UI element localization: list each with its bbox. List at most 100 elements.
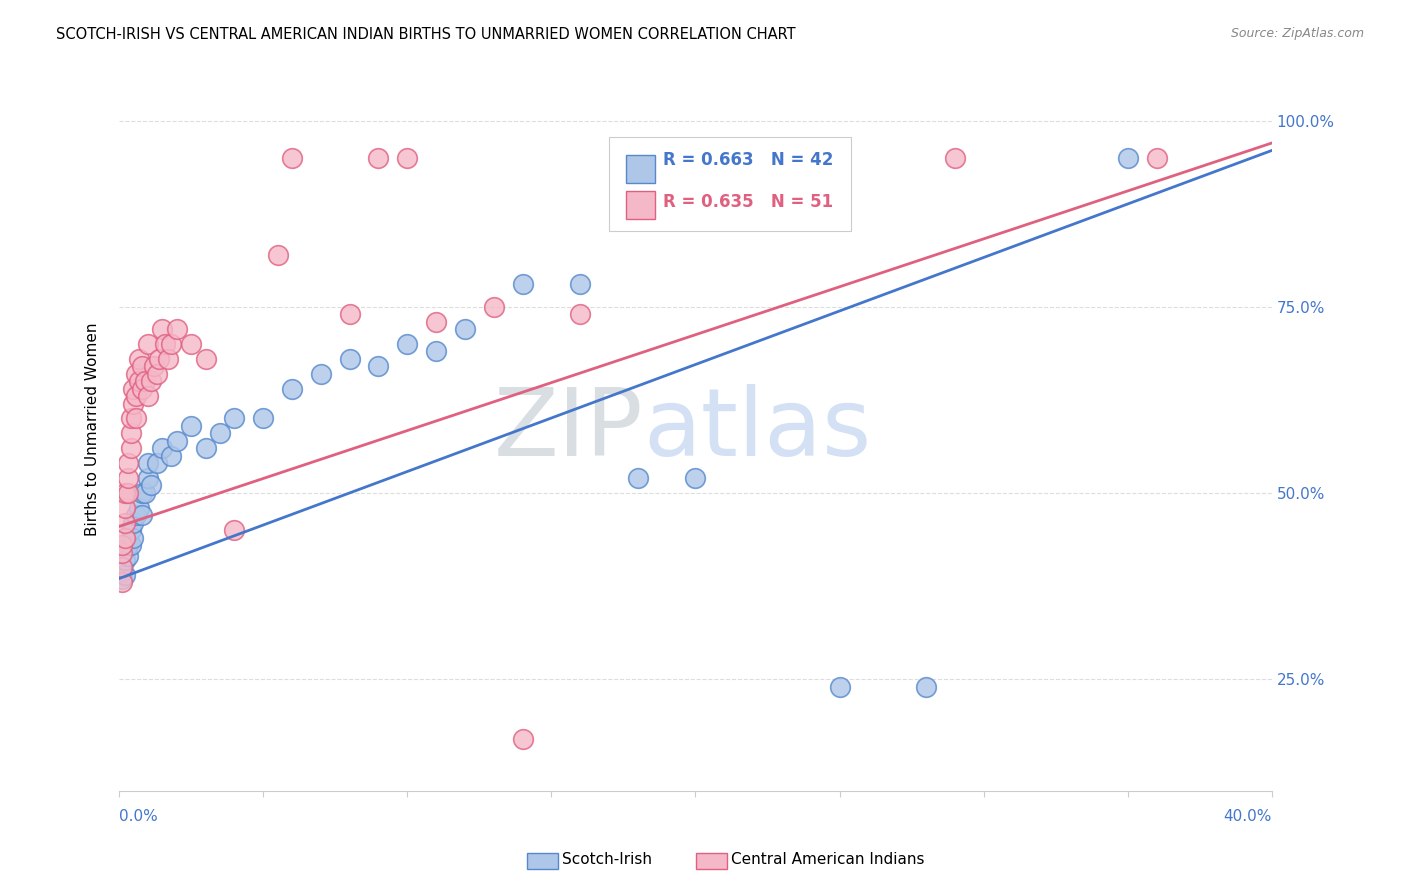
Point bbox=[512, 731, 534, 746]
Point bbox=[114, 567, 136, 582]
Point bbox=[125, 411, 148, 425]
Point bbox=[160, 449, 183, 463]
Point bbox=[111, 564, 134, 578]
Point bbox=[117, 471, 139, 485]
Point bbox=[281, 151, 304, 165]
Point bbox=[136, 456, 159, 470]
Point bbox=[139, 374, 162, 388]
Point bbox=[136, 471, 159, 485]
Point bbox=[166, 322, 188, 336]
Point bbox=[136, 389, 159, 403]
Point bbox=[224, 411, 246, 425]
Point bbox=[425, 315, 447, 329]
Point bbox=[1116, 151, 1139, 165]
Point bbox=[128, 500, 150, 515]
Point bbox=[655, 151, 678, 165]
Point bbox=[111, 575, 134, 590]
Point bbox=[114, 500, 136, 515]
Point bbox=[114, 553, 136, 567]
Point bbox=[139, 478, 162, 492]
Point bbox=[145, 367, 167, 381]
Point bbox=[120, 411, 142, 425]
Point bbox=[128, 374, 150, 388]
Text: 40.0%: 40.0% bbox=[1223, 809, 1272, 824]
Point bbox=[627, 471, 650, 485]
Point bbox=[125, 389, 148, 403]
Point bbox=[114, 516, 136, 530]
Point bbox=[131, 382, 153, 396]
Text: 0.0%: 0.0% bbox=[120, 809, 157, 824]
Point bbox=[166, 434, 188, 448]
Point bbox=[153, 337, 176, 351]
Point bbox=[148, 351, 170, 366]
Point bbox=[134, 374, 156, 388]
Point bbox=[136, 337, 159, 351]
Point bbox=[569, 277, 592, 292]
Point bbox=[828, 680, 851, 694]
Point bbox=[396, 337, 419, 351]
Point bbox=[120, 523, 142, 537]
Bar bbox=[626, 191, 655, 219]
Point bbox=[128, 351, 150, 366]
Point bbox=[194, 442, 217, 456]
Point bbox=[915, 680, 938, 694]
Point bbox=[111, 560, 134, 574]
Point bbox=[309, 367, 332, 381]
Point bbox=[208, 426, 231, 441]
Point bbox=[117, 538, 139, 552]
Point bbox=[339, 351, 361, 366]
Point bbox=[125, 367, 148, 381]
Point bbox=[160, 337, 183, 351]
Point bbox=[122, 396, 145, 410]
Point bbox=[131, 359, 153, 374]
Text: R = 0.635   N = 51: R = 0.635 N = 51 bbox=[664, 194, 834, 211]
Point bbox=[150, 322, 173, 336]
Point bbox=[111, 560, 134, 574]
Text: Source: ZipAtlas.com: Source: ZipAtlas.com bbox=[1230, 27, 1364, 40]
Point bbox=[131, 486, 153, 500]
Point bbox=[396, 151, 419, 165]
Point bbox=[111, 545, 134, 559]
Point bbox=[569, 307, 592, 321]
Text: atlas: atlas bbox=[644, 384, 872, 475]
Point bbox=[157, 351, 180, 366]
Point bbox=[367, 151, 389, 165]
Point bbox=[180, 418, 202, 433]
Text: R = 0.663   N = 42: R = 0.663 N = 42 bbox=[664, 151, 834, 169]
Point bbox=[125, 508, 148, 523]
Point bbox=[117, 486, 139, 500]
Point bbox=[120, 538, 142, 552]
Bar bbox=[626, 155, 655, 183]
Text: Central American Indians: Central American Indians bbox=[731, 853, 925, 867]
Point bbox=[122, 516, 145, 530]
Point bbox=[482, 300, 505, 314]
Point bbox=[145, 456, 167, 470]
Point bbox=[114, 486, 136, 500]
Point bbox=[1146, 151, 1168, 165]
Point bbox=[111, 538, 134, 552]
Point bbox=[454, 322, 477, 336]
Point bbox=[252, 411, 274, 425]
Point bbox=[122, 382, 145, 396]
Point bbox=[943, 151, 966, 165]
Point bbox=[114, 531, 136, 545]
Point bbox=[122, 531, 145, 545]
Point bbox=[339, 307, 361, 321]
Y-axis label: Births to Unmarried Women: Births to Unmarried Women bbox=[86, 323, 100, 536]
Text: SCOTCH-IRISH VS CENTRAL AMERICAN INDIAN BIRTHS TO UNMARRIED WOMEN CORRELATION CH: SCOTCH-IRISH VS CENTRAL AMERICAN INDIAN … bbox=[56, 27, 796, 42]
Point bbox=[281, 382, 304, 396]
Point bbox=[425, 344, 447, 359]
Point bbox=[367, 359, 389, 374]
Point bbox=[512, 277, 534, 292]
FancyBboxPatch shape bbox=[609, 137, 851, 231]
Point bbox=[224, 523, 246, 537]
Point bbox=[117, 549, 139, 564]
Point bbox=[131, 508, 153, 523]
Point bbox=[117, 456, 139, 470]
Point bbox=[150, 442, 173, 456]
Text: Scotch-Irish: Scotch-Irish bbox=[562, 853, 652, 867]
Point bbox=[180, 337, 202, 351]
Point bbox=[111, 572, 134, 586]
Point bbox=[266, 248, 288, 262]
Point bbox=[134, 486, 156, 500]
